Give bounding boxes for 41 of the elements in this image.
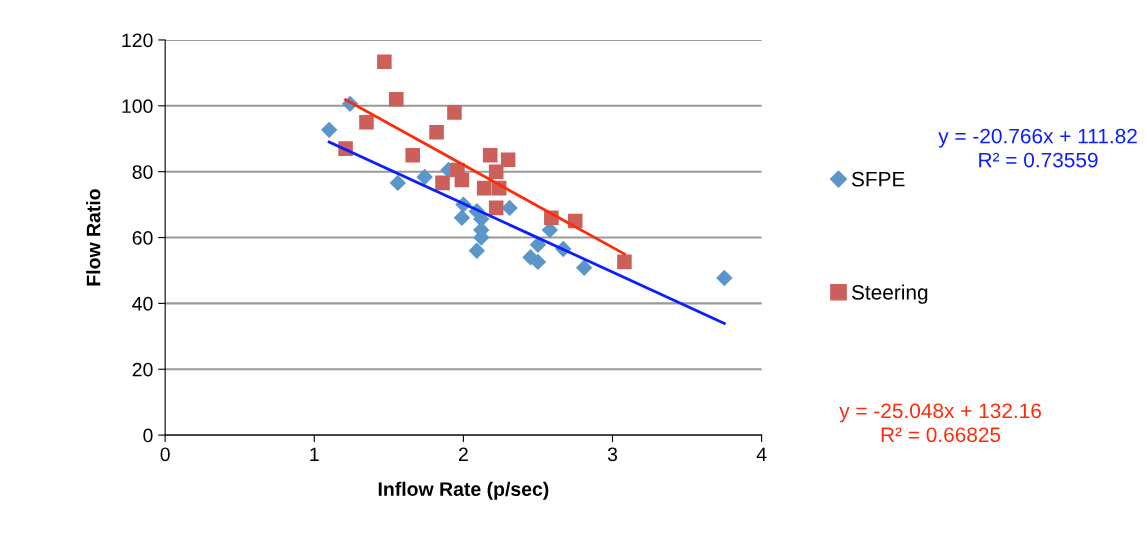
x-tick-label: 1	[310, 447, 319, 462]
x-tick-label: 3	[607, 447, 618, 462]
point	[617, 254, 632, 270]
point	[416, 168, 433, 186]
legend-label: SFPE	[851, 171, 905, 187]
x-tick-label: 0	[160, 447, 170, 462]
point	[529, 236, 547, 253]
point	[482, 147, 498, 163]
text: y = -25.048x + 132.16 R² = 0.66825	[839, 403, 1041, 443]
point	[435, 175, 450, 191]
y-tick-label: 100	[122, 99, 153, 114]
y-axis-title: Flow Ratio	[86, 189, 101, 286]
point	[389, 174, 406, 192]
point	[501, 199, 518, 217]
point	[488, 164, 504, 179]
point	[716, 269, 733, 287]
text: y = -20.766x + 111.82 R² = 0.73559	[938, 128, 1137, 168]
point	[320, 121, 338, 139]
y-tick-label: 60	[132, 231, 153, 245]
point	[405, 147, 420, 163]
x-tick-label: 2	[458, 447, 468, 462]
x-axis-title: Inflow Rate (p/sec)	[378, 481, 549, 500]
y-tick-label: 0	[143, 428, 153, 443]
point	[453, 209, 471, 226]
legend-label: Steering	[851, 284, 928, 304]
point	[447, 105, 462, 120]
point	[476, 180, 492, 196]
y-tick-label: 40	[132, 296, 153, 311]
y-tick-label: 80	[132, 165, 153, 179]
point	[389, 91, 404, 107]
point	[488, 200, 504, 216]
point	[500, 152, 516, 168]
point	[429, 124, 444, 140]
x-tick-label: 4	[756, 447, 767, 462]
point	[575, 259, 593, 277]
y-tick-label: 120	[122, 33, 153, 48]
point	[454, 172, 470, 188]
point	[377, 54, 392, 69]
point	[359, 115, 374, 130]
y-tick-label: 20	[132, 362, 153, 377]
point	[468, 242, 486, 259]
